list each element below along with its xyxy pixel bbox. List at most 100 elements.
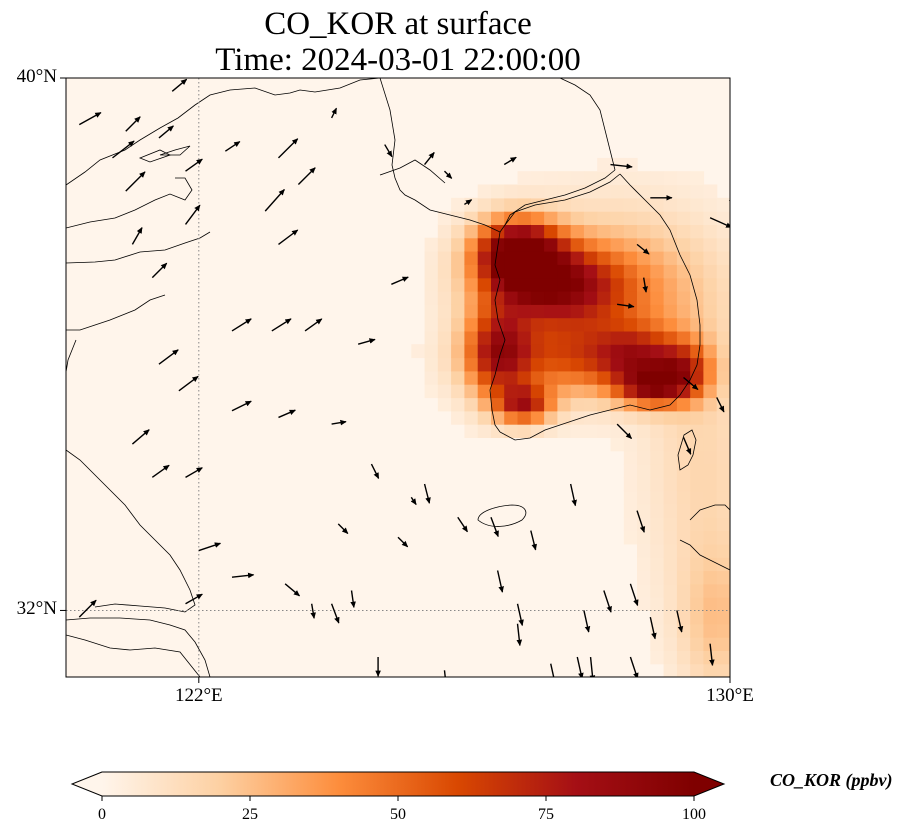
field-cell	[663, 557, 678, 572]
field-cell	[663, 330, 678, 345]
field-cell	[663, 490, 678, 505]
wind-arrow	[530, 530, 537, 551]
field-cell	[676, 504, 691, 518]
field-cell	[623, 437, 638, 452]
field-cell	[451, 291, 465, 305]
field-cell	[716, 477, 730, 492]
field-cell	[650, 437, 665, 452]
field-cell	[716, 610, 730, 625]
field-cell	[424, 251, 439, 265]
field-cell	[650, 211, 665, 225]
wind-arrow	[690, 676, 691, 677]
field-cell	[557, 237, 572, 252]
field-cell	[477, 317, 492, 332]
field-cell	[557, 344, 572, 359]
field-cell	[557, 357, 572, 372]
wind-arrow	[384, 144, 393, 158]
wind-arrow	[728, 196, 730, 204]
field-cell	[650, 543, 665, 558]
wind-arrow	[583, 610, 591, 633]
lat-tick-label: 40°N	[16, 66, 57, 87]
field-cell	[424, 291, 439, 305]
wind-arrow	[278, 229, 299, 245]
field-cell	[663, 650, 678, 665]
field-cell	[637, 464, 651, 478]
field-cell	[703, 370, 718, 385]
field-cell	[424, 304, 439, 319]
field-cell	[517, 370, 532, 385]
field-cell	[597, 237, 612, 252]
field-cell	[544, 344, 558, 359]
field-cell	[504, 184, 519, 199]
wind-arrow	[716, 397, 725, 413]
field-cell	[504, 344, 519, 359]
field-cell	[650, 171, 665, 186]
field-cell	[544, 291, 558, 305]
field-cell	[597, 184, 612, 199]
field-cell	[690, 650, 705, 665]
field-cell	[610, 384, 625, 399]
field-cell	[690, 330, 705, 345]
field-cell	[703, 597, 718, 611]
field-cell	[690, 251, 705, 265]
wind-arrow	[636, 243, 650, 255]
field-cell	[690, 477, 705, 492]
field-cell	[544, 330, 558, 345]
field-cell	[690, 291, 705, 305]
field-cell	[610, 211, 625, 225]
field-cell	[530, 211, 545, 225]
field-cell	[637, 291, 651, 305]
field-cell	[583, 291, 598, 305]
field-cell	[650, 184, 665, 199]
field-cell	[703, 464, 718, 478]
field-cell	[517, 397, 532, 412]
field-cell	[650, 570, 665, 585]
field-cell	[690, 437, 705, 452]
field-cell	[637, 583, 651, 598]
wind-arrow	[78, 599, 97, 618]
field-cell	[437, 344, 452, 359]
field-cell	[716, 197, 730, 212]
field-cell	[623, 517, 638, 532]
field-cell	[570, 317, 585, 332]
field-cell	[663, 583, 678, 598]
field-cell	[504, 397, 519, 412]
field-cell	[491, 264, 505, 279]
field-cell	[716, 623, 730, 638]
field-cell	[703, 504, 718, 518]
field-cell	[703, 304, 718, 319]
field-cell	[610, 344, 625, 359]
field-cell	[637, 251, 651, 265]
field-cell	[517, 330, 532, 345]
field-cell	[676, 291, 691, 305]
field-cell	[637, 530, 651, 545]
field-cell	[703, 650, 718, 665]
field-cell	[703, 543, 718, 558]
field-cell	[703, 663, 718, 677]
field-cell	[597, 224, 612, 239]
field-cell	[610, 397, 625, 412]
field-cell	[583, 344, 598, 359]
field-cell	[597, 304, 612, 319]
field-cell	[676, 464, 691, 478]
wind-arrow	[151, 464, 170, 478]
field-cell	[650, 610, 665, 625]
field-cell	[544, 397, 558, 412]
wind-arrow	[569, 483, 577, 507]
field-cell	[637, 370, 651, 385]
field-cell	[650, 530, 665, 545]
wind-arrow	[603, 590, 612, 613]
field-cell	[637, 490, 651, 505]
field-cell	[650, 370, 665, 385]
field-cell	[690, 184, 705, 199]
field-cell	[650, 410, 665, 425]
field-cell	[716, 543, 730, 558]
wind-arrow	[310, 603, 316, 619]
wind-arrow	[330, 603, 340, 624]
field-cell	[464, 357, 479, 372]
field-cell	[437, 357, 452, 372]
field-cell	[517, 184, 532, 199]
field-cell	[517, 237, 532, 252]
field-cell	[557, 277, 572, 292]
field-cell	[437, 211, 452, 225]
